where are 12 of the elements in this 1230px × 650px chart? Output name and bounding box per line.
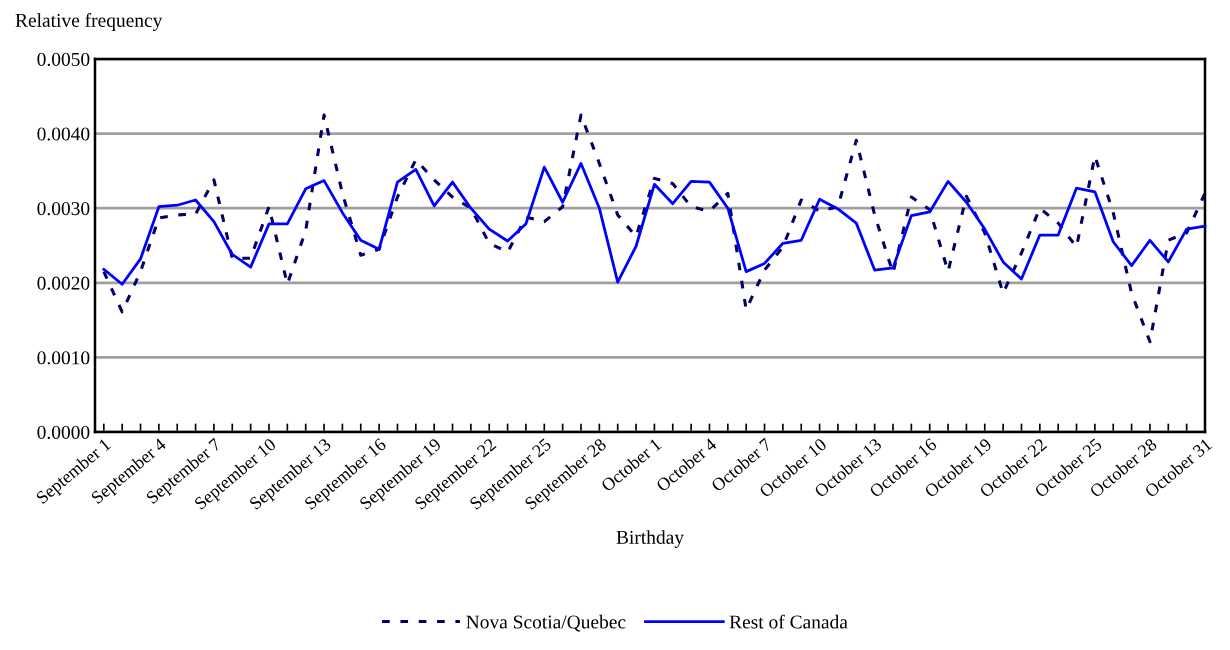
x-axis-title: Birthday	[616, 530, 684, 548]
y-tick-label: 0.0020	[37, 276, 90, 290]
y-tick-label: 0.0000	[37, 425, 90, 440]
y-tick-label: 0.0040	[37, 127, 90, 141]
line-series	[102, 113, 1207, 344]
y-axis-title: Relative frequency	[15, 13, 163, 31]
y-tick-label: 0.0050	[37, 52, 90, 67]
y-tick-label: 0.0010	[37, 351, 90, 365]
legend-label: Nova Scotia/Quebec	[466, 614, 626, 632]
legend-label: Rest of Canada	[729, 614, 848, 629]
line-series	[102, 162, 1207, 286]
y-tick-label: 0.0030	[37, 202, 90, 216]
